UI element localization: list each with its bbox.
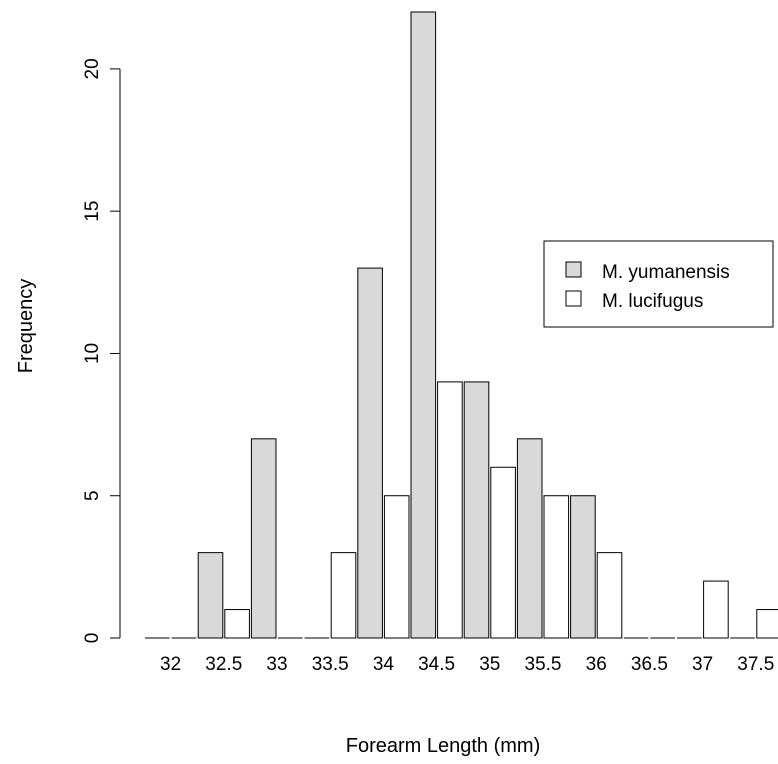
x-tick-label: 35.5 <box>525 654 562 675</box>
bar-lucifugus-34.5 <box>437 381 463 639</box>
bar-yumanensis-35 <box>463 381 490 639</box>
bar-lucifugus-35 <box>490 466 516 639</box>
y-axis: 0 5 10 15 20 <box>82 58 121 644</box>
x-tick-label: 34 <box>373 654 395 675</box>
legend-swatch-lucifugus <box>565 290 582 307</box>
x-axis-title: Forearm Length (mm) <box>346 735 541 757</box>
legend-box <box>543 240 774 328</box>
bar-lucifugus-33.5 <box>330 552 357 639</box>
x-tick-label: 32 <box>160 654 181 675</box>
y-tick-label: 0 <box>82 633 103 644</box>
x-tick-label: 36 <box>586 654 607 675</box>
x-tick-label: 36.5 <box>631 654 668 675</box>
y-tick-label: 10 <box>82 343 103 364</box>
y-tick-label: 15 <box>82 201 103 222</box>
bar-lucifugus-36 <box>596 552 623 639</box>
bar-yumanensis-36 <box>570 495 596 639</box>
bar-lucifugus-34 <box>383 495 410 639</box>
x-axis-tick-labels: 32 32.5 33 33.5 34 34.5 35 35.5 36 36.5 37 37.5 <box>160 654 774 675</box>
legend-swatch-yumanensis <box>565 261 582 278</box>
bar-lucifugus-37 <box>703 580 729 639</box>
x-tick-label: 33.5 <box>312 654 349 675</box>
y-tick-label: 5 <box>82 490 103 501</box>
bar-lucifugus-37.5 <box>756 609 778 639</box>
x-tick-label: 35 <box>479 654 500 675</box>
x-tick-label: 33 <box>266 654 287 675</box>
bars-group <box>145 11 778 639</box>
bar-yumanensis-34 <box>357 267 383 639</box>
x-tick-label: 37 <box>692 654 713 675</box>
bar-yumanensis-32.5 <box>197 552 224 639</box>
legend: M. yumanensis M. lucifugus <box>543 240 774 328</box>
bar-yumanensis-33 <box>250 438 277 639</box>
x-tick-label: 32.5 <box>205 654 242 675</box>
bar-lucifugus-35.5 <box>543 495 570 639</box>
bar-lucifugus-32.5 <box>224 609 250 639</box>
legend-label-lucifugus: M. lucifugus <box>602 291 703 312</box>
y-tick-label: 20 <box>82 58 103 79</box>
legend-label-yumanensis: M. yumanensis <box>602 262 730 283</box>
bar-yumanensis-34.5 <box>410 11 437 639</box>
bar-yumanensis-35.5 <box>516 438 543 639</box>
x-tick-label: 34.5 <box>418 654 455 675</box>
y-axis-title: Frequency <box>15 279 37 374</box>
x-tick-label: 37.5 <box>737 654 774 675</box>
